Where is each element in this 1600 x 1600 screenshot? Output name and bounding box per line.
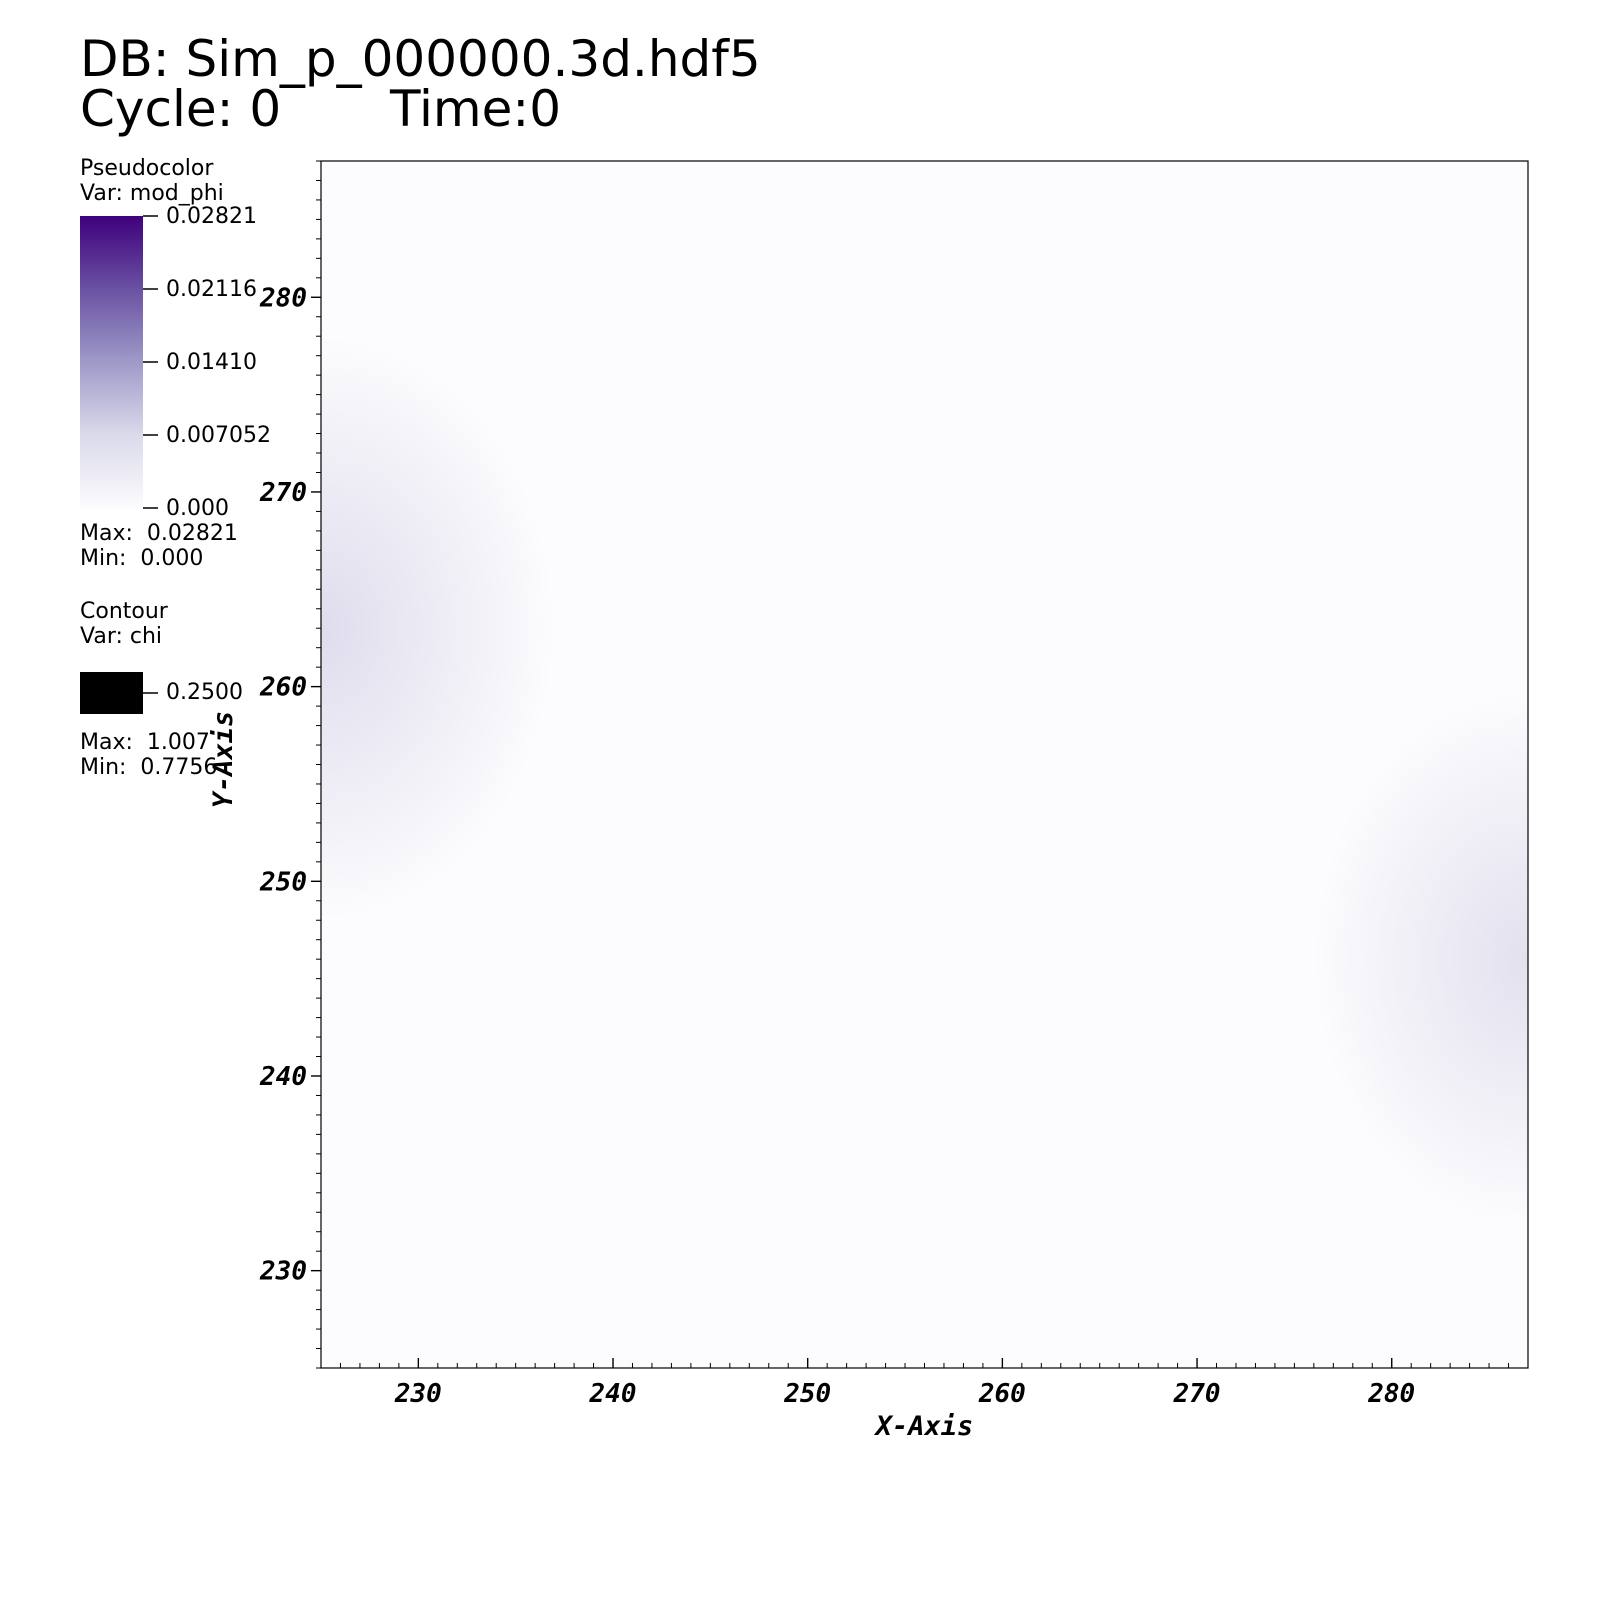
field-blobs — [321, 336, 1528, 1227]
x-tick-label: 270 — [1173, 1379, 1221, 1409]
colorbar-tick-label: 0.01410 — [166, 350, 257, 375]
plot-frame — [320, 160, 1529, 1369]
contour-legend-title: Contour — [80, 599, 168, 624]
time-label: Time:0 — [390, 80, 562, 138]
contour-swatch — [80, 672, 158, 714]
contour-max: Max: 1.007 — [80, 730, 210, 755]
y-tick-label: 280 — [259, 283, 307, 313]
pseudocolor-min: Min: 0.000 — [80, 546, 204, 571]
colorbar-gradient — [80, 216, 143, 508]
pseudocolor-colorbar — [80, 215, 158, 509]
contour-level-label: 0.2500 — [166, 680, 243, 705]
y-tick-label: 230 — [259, 1257, 307, 1287]
x-tick-label: 240 — [589, 1379, 637, 1409]
pseudocolor-legend-var: Var: mod_phi — [80, 181, 224, 206]
pseudocolor-max: Max: 0.02821 — [80, 521, 238, 546]
contour-min: Min: 0.7756 — [80, 755, 218, 780]
contour-swatch-fill — [80, 672, 143, 714]
cycle-label: Cycle: 0 — [80, 80, 282, 138]
pseudocolor-legend-title: Pseudocolor — [80, 156, 214, 181]
colorbar-tick-label: 0.000 — [166, 496, 229, 521]
x-tick-label: 280 — [1367, 1379, 1415, 1409]
x-tick-label: 260 — [978, 1379, 1026, 1409]
x-axis-title: X-Axis — [874, 1411, 974, 1442]
database-title: DB: Sim_p_000000.3d.hdf5 — [80, 30, 761, 88]
x-tick-label: 250 — [783, 1379, 831, 1409]
x-tick-label: 230 — [394, 1379, 442, 1409]
colorbar-tick-label: 0.007052 — [166, 423, 271, 448]
y-tick-label: 260 — [259, 673, 307, 703]
y-tick-label: 270 — [259, 478, 307, 508]
y-tick-label: 240 — [259, 1062, 307, 1092]
y-tick-label: 250 — [259, 867, 307, 897]
colorbar-tick-label: 0.02116 — [166, 277, 257, 302]
field-background — [321, 161, 1528, 1368]
colorbar-tick-label: 0.02821 — [166, 204, 257, 229]
contour-legend-var: Var: chi — [80, 624, 163, 649]
field-blob — [1313, 691, 1528, 1227]
